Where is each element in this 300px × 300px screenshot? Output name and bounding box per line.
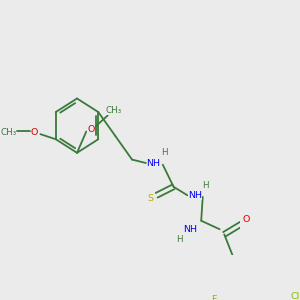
Text: O: O: [242, 214, 249, 224]
Text: O: O: [87, 124, 94, 134]
Text: CH₃: CH₃: [0, 128, 16, 137]
Text: S: S: [148, 194, 154, 203]
Text: O: O: [31, 128, 38, 137]
Text: Cl: Cl: [290, 292, 299, 300]
Text: H: H: [202, 181, 209, 190]
Text: H: H: [161, 148, 168, 157]
Text: NH: NH: [188, 191, 202, 200]
Text: NH: NH: [183, 225, 197, 234]
Text: F: F: [211, 295, 216, 300]
Text: CH₃: CH₃: [106, 106, 122, 115]
Text: NH: NH: [147, 158, 160, 167]
Text: H: H: [176, 235, 183, 244]
